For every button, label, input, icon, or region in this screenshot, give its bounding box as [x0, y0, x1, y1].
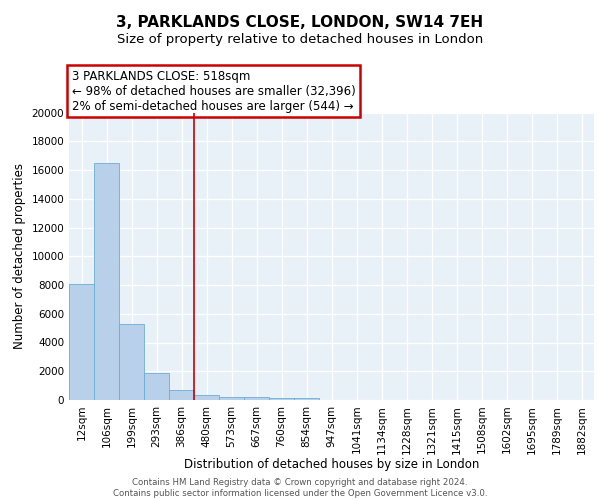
Bar [219, 396, 244, 400]
Text: Contains HM Land Registry data © Crown copyright and database right 2024.
Contai: Contains HM Land Registry data © Crown c… [113, 478, 487, 498]
Bar [269, 398, 294, 400]
Bar [294, 398, 319, 400]
Text: Size of property relative to detached houses in London: Size of property relative to detached ho… [117, 32, 483, 46]
Bar [244, 398, 269, 400]
Bar [69, 284, 94, 400]
Text: 3, PARKLANDS CLOSE, LONDON, SW14 7EH: 3, PARKLANDS CLOSE, LONDON, SW14 7EH [116, 15, 484, 30]
Bar [194, 396, 219, 400]
X-axis label: Distribution of detached houses by size in London: Distribution of detached houses by size … [184, 458, 479, 471]
Bar [119, 324, 144, 400]
Y-axis label: Number of detached properties: Number of detached properties [13, 163, 26, 350]
Bar [144, 374, 169, 400]
Bar [94, 163, 119, 400]
Bar [169, 390, 194, 400]
Text: 3 PARKLANDS CLOSE: 518sqm
← 98% of detached houses are smaller (32,396)
2% of se: 3 PARKLANDS CLOSE: 518sqm ← 98% of detac… [71, 70, 355, 112]
